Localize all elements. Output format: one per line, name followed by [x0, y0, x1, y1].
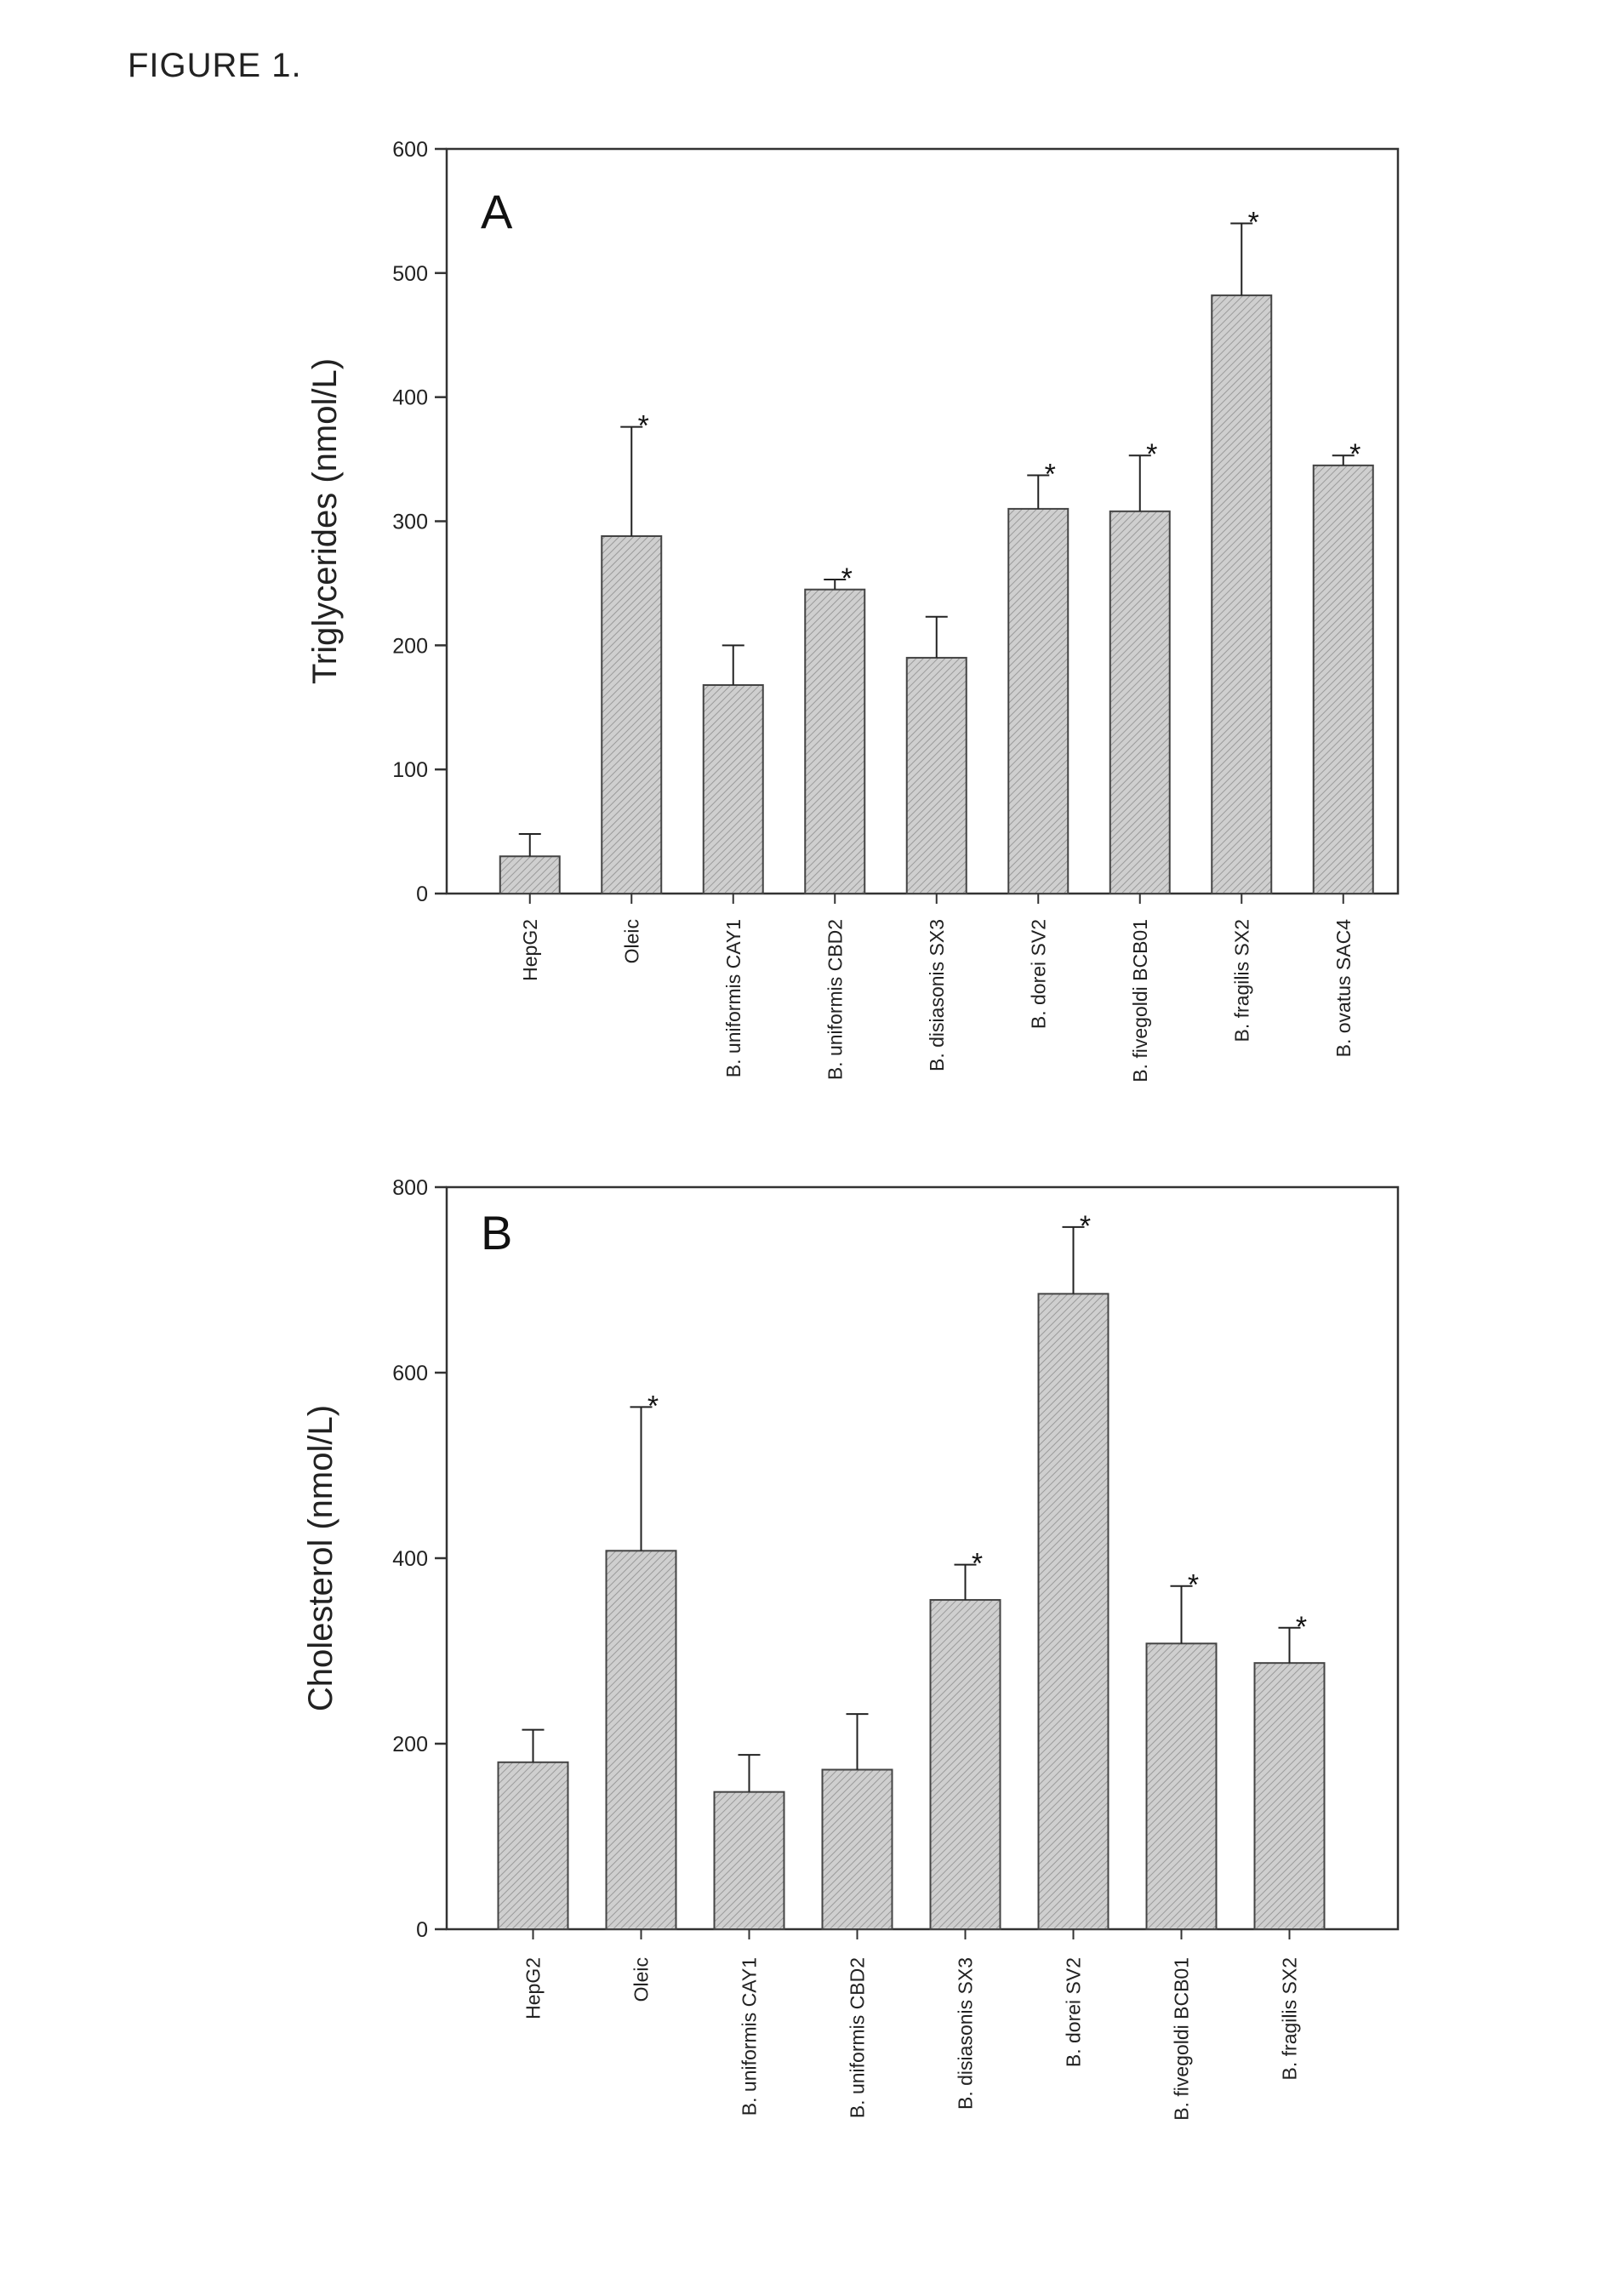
bar — [1314, 465, 1373, 894]
category-label: B. dorei SV2 — [1027, 919, 1049, 1029]
category-label: B. disiasonis SX3 — [926, 919, 948, 1071]
significance-star: * — [1146, 438, 1157, 471]
y-axis-label: Triglycerides (nmol/L) — [306, 358, 344, 684]
bar — [1255, 1663, 1325, 1929]
bar — [1110, 511, 1170, 894]
significance-star: * — [647, 1390, 659, 1422]
significance-star: * — [1080, 1210, 1091, 1242]
category-label: HepG2 — [522, 1957, 545, 2019]
y-tick-label: 400 — [392, 386, 428, 410]
bar — [805, 590, 864, 894]
category-label: Oleic — [630, 1957, 653, 2002]
bar — [1008, 509, 1068, 894]
bar — [931, 1600, 1001, 1929]
significance-star: * — [1248, 207, 1259, 239]
category-label: Oleic — [620, 919, 642, 963]
significance-star: * — [841, 563, 853, 595]
panel-a-chart: 0 100 200 300 400 500 600 Triglycerides (nmol/L… — [306, 138, 1398, 1082]
y-axis-label: Cholesterol (nmol/L) — [302, 1405, 339, 1711]
category-label: B. fragilis SX2 — [1279, 1957, 1301, 2080]
bar — [704, 685, 763, 894]
figure-canvas: 0 100 200 300 400 500 600 Triglycerides (nmol/L… — [0, 0, 1620, 2296]
category-label: B. fivegoldi BCB01 — [1171, 1957, 1193, 2121]
bar — [499, 1762, 568, 1929]
y-tick-label: 100 — [392, 758, 428, 782]
category-label: B. ovatus SAC4 — [1332, 919, 1355, 1058]
bar — [602, 536, 661, 894]
bar — [1039, 1294, 1109, 1929]
bar — [1212, 295, 1271, 894]
category-label: B. disiasonis SX3 — [955, 1957, 977, 2110]
category-label: B. uniformis CAY1 — [739, 1957, 761, 2116]
y-tick-label: 200 — [392, 1733, 428, 1756]
category-label: B. fivegoldi BCB01 — [1129, 919, 1151, 1082]
y-tick-label: 400 — [392, 1547, 428, 1571]
category-label: HepG2 — [519, 919, 541, 981]
bar — [607, 1551, 676, 1929]
significance-star: * — [1045, 459, 1056, 491]
panel-label: B — [481, 1206, 512, 1259]
bar — [500, 856, 560, 894]
y-tick-label: 800 — [392, 1176, 428, 1200]
category-label: B. fragilis SX2 — [1230, 919, 1252, 1042]
panel-label: A — [481, 185, 513, 238]
panel-b-chart: 0 200 400 600 800 Cholesterol (nmol/L) B HepG2 *… — [302, 1176, 1398, 2121]
significance-star: * — [1349, 438, 1360, 471]
y-tick-label: 300 — [392, 511, 428, 534]
category-label: B. uniformis CAY1 — [722, 919, 744, 1077]
significance-star: * — [1296, 1611, 1307, 1643]
y-tick-label: 200 — [392, 634, 428, 658]
category-label: B. dorei SV2 — [1063, 1957, 1085, 2067]
category-label: B. uniformis CBD2 — [847, 1957, 869, 2118]
y-tick-label: 0 — [416, 882, 428, 906]
significance-star: * — [638, 410, 649, 443]
bar — [1147, 1643, 1217, 1929]
y-tick-label: 0 — [416, 1918, 428, 1942]
significance-star: * — [972, 1548, 983, 1580]
y-tick-label: 500 — [392, 262, 428, 286]
significance-star: * — [1188, 1569, 1199, 1602]
bar — [715, 1792, 784, 1929]
y-tick-label: 600 — [392, 1362, 428, 1385]
bar — [823, 1770, 893, 1929]
y-tick-label: 600 — [392, 138, 428, 162]
category-label: B. uniformis CBD2 — [824, 919, 846, 1080]
bar — [907, 658, 967, 894]
